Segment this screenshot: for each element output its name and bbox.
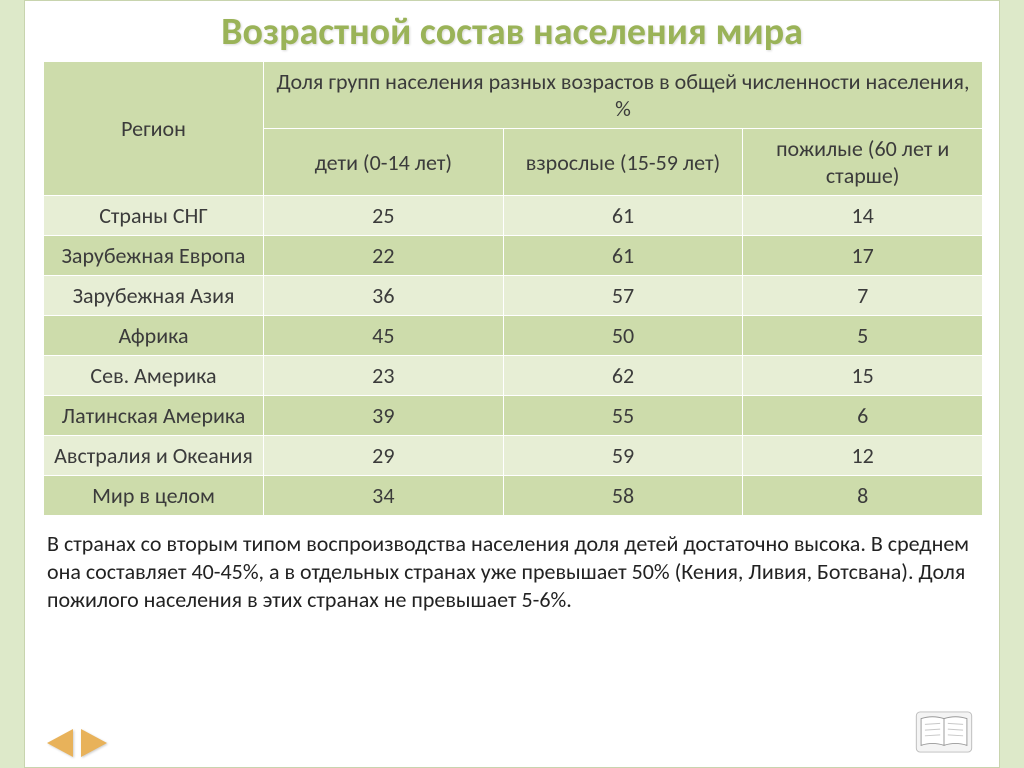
cell-adults: 62 — [503, 356, 743, 396]
cell-region: Мир в целом — [44, 476, 264, 516]
cell-elderly: 5 — [743, 316, 983, 356]
next-arrow-icon[interactable] — [81, 729, 107, 757]
nav-arrows — [47, 729, 107, 757]
cell-children: 25 — [264, 196, 504, 236]
header-region: Регион — [44, 62, 264, 196]
header-children: дети (0-14 лет) — [264, 129, 504, 196]
header-super: Доля групп населения разных возрастов в … — [264, 62, 983, 129]
table-row: Зарубежная Европа 22 61 17 — [44, 236, 983, 276]
cell-region: Зарубежная Азия — [44, 276, 264, 316]
age-structure-table: Регион Доля групп населения разных возра… — [43, 61, 983, 516]
header-elderly: пожилые (60 лет и старше) — [743, 129, 983, 196]
cell-elderly: 15 — [743, 356, 983, 396]
cell-children: 36 — [264, 276, 504, 316]
cell-elderly: 6 — [743, 396, 983, 436]
cell-region: Латинская Америка — [44, 396, 264, 436]
cell-adults: 61 — [503, 196, 743, 236]
table-row: Австралия и Океания 29 59 12 — [44, 436, 983, 476]
footnote-text: В странах со вторым типом воспроизводств… — [47, 530, 977, 614]
cell-elderly: 17 — [743, 236, 983, 276]
cell-region: Сев. Америка — [44, 356, 264, 396]
cell-region: Австралия и Океания — [44, 436, 264, 476]
table-row: Африка 45 50 5 — [44, 316, 983, 356]
cell-adults: 55 — [503, 396, 743, 436]
page-title: Возрастной состав населения мира — [25, 1, 999, 61]
table-row: Латинская Америка 39 55 6 — [44, 396, 983, 436]
cell-region: Страны СНГ — [44, 196, 264, 236]
table-row: Зарубежная Азия 36 57 7 — [44, 276, 983, 316]
cell-adults: 59 — [503, 436, 743, 476]
cell-region: Зарубежная Европа — [44, 236, 264, 276]
prev-arrow-icon[interactable] — [47, 729, 73, 757]
cell-children: 34 — [264, 476, 504, 516]
header-adults: взрослые (15-59 лет) — [503, 129, 743, 196]
cell-adults: 61 — [503, 236, 743, 276]
cell-elderly: 14 — [743, 196, 983, 236]
table-row: Страны СНГ 25 61 14 — [44, 196, 983, 236]
table-row: Сев. Америка 23 62 15 — [44, 356, 983, 396]
cell-adults: 50 — [503, 316, 743, 356]
cell-children: 45 — [264, 316, 504, 356]
cell-elderly: 8 — [743, 476, 983, 516]
cell-children: 22 — [264, 236, 504, 276]
slide-page: Возрастной состав населения мира Регион … — [24, 0, 1000, 768]
cell-adults: 58 — [503, 476, 743, 516]
cell-children: 23 — [264, 356, 504, 396]
cell-elderly: 12 — [743, 436, 983, 476]
book-icon[interactable] — [915, 711, 973, 753]
cell-children: 29 — [264, 436, 504, 476]
cell-children: 39 — [264, 396, 504, 436]
table-row: Мир в целом 34 58 8 — [44, 476, 983, 516]
cell-elderly: 7 — [743, 276, 983, 316]
cell-adults: 57 — [503, 276, 743, 316]
cell-region: Африка — [44, 316, 264, 356]
